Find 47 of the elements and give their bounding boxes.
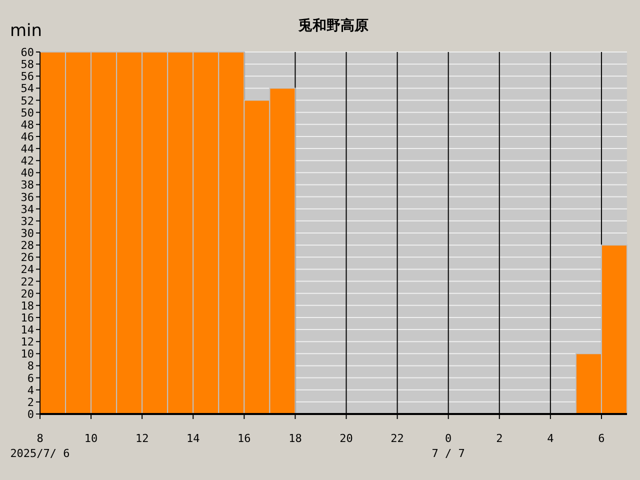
y-tick-label: 32 [20,214,34,228]
y-tick-label: 18 [20,299,34,312]
y-tick-label: 34 [20,202,34,216]
x-tick-label: 18 [288,432,302,445]
y-tick-label: 8 [27,360,34,373]
y-tick-label: 30 [20,227,34,240]
y-tick-label: 4 [27,384,34,397]
y-tick-label: 60 [20,46,34,59]
y-tick-label: 44 [20,142,34,156]
y-tick-label: 36 [20,190,34,204]
y-tick-label: 56 [20,70,34,84]
x-tick-label: 10 [84,432,98,445]
y-tick-label: 48 [20,118,34,132]
x-tick-label: 2 [496,432,503,445]
x-tick-label: 14 [186,432,200,445]
y-tick-label: 24 [20,263,34,276]
y-tick-label: 10 [20,348,34,361]
y-tick-label: 54 [20,82,34,96]
y-tick-label: 0 [27,408,34,421]
x-tick-label: 22 [390,432,404,445]
y-tick-label: 46 [20,130,34,144]
y-tick-label: 28 [20,239,34,252]
chart-title: 兎和野高原 [298,17,368,34]
y-tick-label: 52 [20,94,34,108]
y-tick-label: 14 [20,324,34,337]
y-tick-label: 16 [20,311,34,324]
x-tick-label: 20 [340,432,353,445]
text: 2025/7/ 6 [10,447,70,460]
x-tick-label: 8 [36,432,44,445]
y-tick-label: 12 [20,336,34,349]
y-tick-label: 38 [20,178,34,192]
x-tick-label: 4 [547,432,554,445]
x-tick-label: 0 [445,432,452,445]
y-tick-label: 22 [20,275,34,288]
y-tick-label: 6 [27,372,34,385]
y-tick-label: 26 [20,251,34,264]
y-axis-title: min [10,21,42,41]
x-tick-label: 12 [135,432,149,445]
y-tick-label: 40 [20,166,34,180]
y-tick-label: 42 [20,154,34,168]
x-tick-label: 6 [598,432,605,445]
y-tick-label: 20 [20,287,34,300]
x-tick-label: 16 [238,432,251,445]
y-tick-label: 2 [27,396,34,409]
y-tick-label: 50 [20,106,34,120]
text: 7 / 7 [432,447,465,460]
y-tick-label: 58 [20,58,34,72]
